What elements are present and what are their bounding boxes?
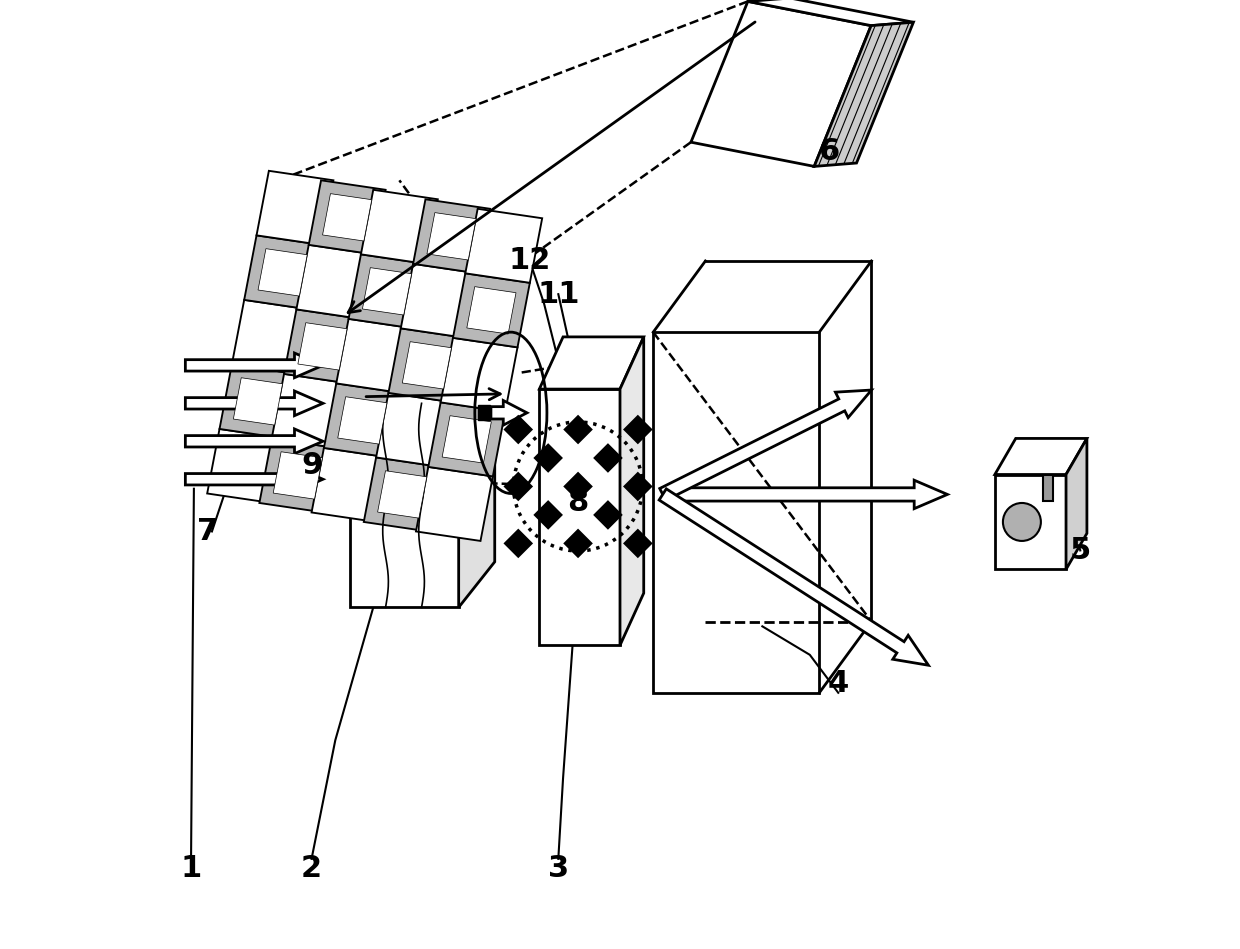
Polygon shape (622, 415, 652, 444)
Text: 5: 5 (1070, 536, 1091, 565)
Polygon shape (465, 209, 542, 283)
Polygon shape (413, 199, 490, 273)
Polygon shape (622, 529, 652, 558)
Polygon shape (994, 474, 1066, 569)
Polygon shape (388, 328, 465, 402)
FancyArrow shape (185, 353, 322, 378)
Polygon shape (1066, 438, 1087, 569)
Polygon shape (533, 443, 563, 473)
Polygon shape (503, 472, 533, 501)
Text: 6: 6 (818, 138, 839, 166)
Text: 8: 8 (567, 489, 588, 517)
Polygon shape (378, 471, 427, 518)
FancyArrow shape (491, 400, 527, 425)
Polygon shape (748, 0, 914, 26)
Text: 9: 9 (301, 451, 322, 479)
Polygon shape (259, 438, 336, 512)
Polygon shape (350, 358, 495, 403)
Polygon shape (563, 472, 593, 501)
Polygon shape (336, 319, 413, 393)
Text: 3: 3 (548, 854, 569, 883)
Polygon shape (324, 383, 401, 457)
Polygon shape (257, 171, 334, 245)
Polygon shape (284, 309, 361, 383)
Polygon shape (207, 429, 284, 503)
Polygon shape (428, 402, 505, 476)
Polygon shape (503, 529, 533, 558)
Polygon shape (453, 273, 529, 347)
Polygon shape (362, 268, 412, 315)
Polygon shape (232, 300, 309, 374)
Polygon shape (401, 264, 477, 338)
Polygon shape (459, 358, 495, 607)
FancyArrow shape (660, 489, 929, 665)
Polygon shape (503, 415, 533, 444)
Polygon shape (233, 378, 283, 425)
Polygon shape (298, 323, 347, 370)
Polygon shape (620, 337, 644, 645)
Polygon shape (296, 245, 373, 319)
Polygon shape (219, 364, 296, 438)
Polygon shape (533, 500, 563, 530)
Polygon shape (440, 338, 517, 412)
Polygon shape (415, 467, 492, 541)
Polygon shape (273, 452, 322, 499)
Polygon shape (350, 403, 459, 607)
Polygon shape (337, 397, 387, 444)
Text: 7: 7 (197, 517, 218, 546)
Circle shape (1003, 503, 1040, 541)
Polygon shape (622, 472, 652, 501)
Polygon shape (376, 393, 453, 467)
FancyArrow shape (660, 390, 872, 500)
Polygon shape (309, 180, 386, 254)
Polygon shape (361, 190, 438, 264)
FancyArrow shape (662, 480, 947, 509)
Text: 1: 1 (181, 854, 202, 883)
Polygon shape (539, 337, 644, 389)
Bar (477, 405, 490, 420)
Text: 12: 12 (508, 247, 551, 275)
Text: 2: 2 (301, 854, 322, 883)
Polygon shape (994, 438, 1087, 474)
Polygon shape (593, 500, 622, 530)
Polygon shape (815, 22, 914, 166)
FancyArrow shape (185, 429, 322, 454)
Polygon shape (258, 249, 308, 296)
Polygon shape (593, 443, 622, 473)
Polygon shape (427, 213, 476, 260)
Polygon shape (348, 254, 425, 328)
Polygon shape (363, 457, 440, 531)
Polygon shape (691, 1, 872, 166)
Text: 4: 4 (827, 669, 849, 698)
Polygon shape (443, 416, 491, 463)
Polygon shape (311, 448, 388, 522)
Polygon shape (563, 529, 593, 558)
FancyArrow shape (185, 467, 322, 492)
Polygon shape (466, 287, 516, 334)
Polygon shape (322, 194, 372, 241)
Polygon shape (402, 342, 451, 389)
Text: 11: 11 (537, 280, 579, 308)
FancyArrow shape (185, 391, 322, 416)
Polygon shape (563, 415, 593, 444)
Polygon shape (539, 389, 620, 645)
Bar (1043, 474, 1053, 501)
Polygon shape (272, 374, 348, 448)
Polygon shape (244, 235, 321, 309)
